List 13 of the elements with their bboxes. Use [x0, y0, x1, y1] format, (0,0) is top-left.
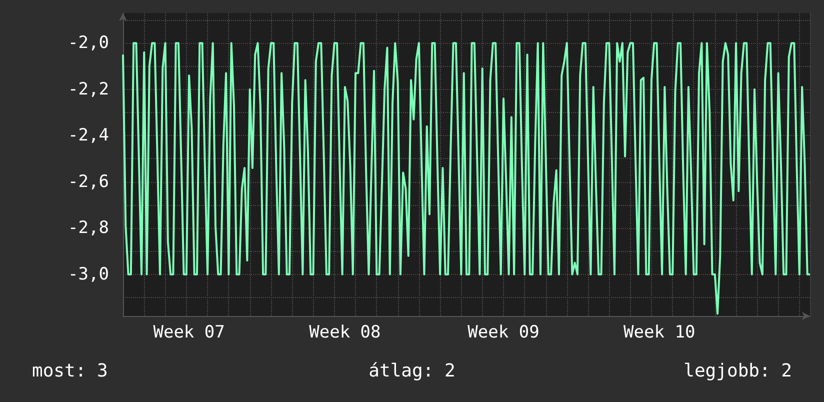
y-tick-label: -2,4	[68, 126, 109, 146]
x-tick-label: Week 07	[153, 322, 225, 342]
y-tick-label: -2,2	[68, 79, 109, 100]
x-tick-label: Week 09	[468, 322, 540, 342]
y-tick-label: -3,0	[68, 264, 109, 284]
x-tick-label: Week 08	[309, 322, 381, 342]
x-tick-label: Week 10	[624, 322, 696, 342]
text: átlag: 2	[368, 360, 456, 382]
y-tick-label: -2,6	[68, 172, 109, 192]
y-tick-label: -2,0	[68, 33, 109, 54]
y-tick-label: -2,8	[68, 218, 109, 238]
text: legjobb: 2	[684, 360, 792, 382]
text: most: 3	[32, 360, 108, 382]
